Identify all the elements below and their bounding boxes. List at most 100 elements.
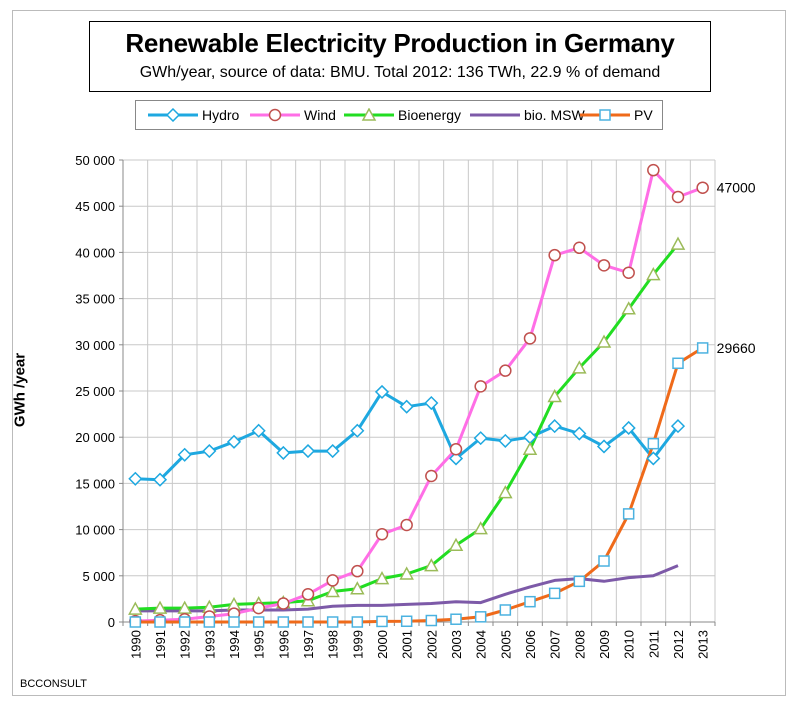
data-point-bioenergy bbox=[670, 236, 686, 250]
data-point-wind bbox=[400, 518, 413, 532]
series-line-bio-msw bbox=[135, 564, 679, 613]
data-point-bioenergy bbox=[522, 441, 538, 455]
x-tick-label: 1995 bbox=[252, 630, 267, 659]
data-point-pv bbox=[376, 615, 388, 628]
data-point-pv bbox=[672, 357, 684, 370]
x-tick-label: 2010 bbox=[622, 630, 637, 659]
data-point-wind bbox=[573, 241, 586, 255]
data-point-wind bbox=[301, 588, 315, 601]
data-point-wind bbox=[252, 601, 265, 615]
data-point-pv bbox=[573, 575, 586, 588]
annotation-pv: 29660 bbox=[717, 340, 756, 356]
data-point-hydro bbox=[226, 434, 242, 449]
data-point-pv bbox=[696, 342, 709, 354]
data-point-hydro bbox=[128, 471, 143, 486]
data-point-bioenergy bbox=[448, 537, 464, 552]
y-tick-label: 5 000 bbox=[82, 569, 115, 584]
x-tick-label: 2004 bbox=[474, 630, 489, 659]
data-point-wind bbox=[351, 564, 364, 578]
data-point-bioenergy bbox=[572, 360, 587, 374]
data-point-pv bbox=[277, 616, 290, 628]
x-tick-label: 2002 bbox=[424, 630, 439, 659]
data-point-wind bbox=[647, 163, 660, 177]
legend-swatch-bioenergy bbox=[344, 108, 394, 121]
data-point-pv bbox=[450, 613, 462, 625]
x-tick-label: 2007 bbox=[548, 630, 563, 659]
legend-swatch-bio-msw bbox=[470, 113, 520, 117]
data-point-bioenergy bbox=[621, 301, 636, 315]
data-point-wind bbox=[474, 380, 487, 393]
data-point-bioenergy bbox=[325, 583, 340, 598]
data-point-pv bbox=[499, 604, 512, 616]
x-tick-label: 1998 bbox=[326, 630, 341, 659]
x-tick-label: 1999 bbox=[350, 630, 365, 659]
data-point-pv bbox=[400, 615, 413, 628]
data-point-bioenergy bbox=[424, 558, 439, 572]
legend-label-hydro: Hydro bbox=[202, 107, 240, 123]
data-point-hydro bbox=[424, 395, 439, 411]
data-point-pv bbox=[351, 616, 364, 628]
x-tick-label: 2000 bbox=[375, 630, 390, 659]
title-box: Renewable Electricity Production in Germ… bbox=[89, 21, 711, 92]
data-point-bioenergy bbox=[152, 600, 168, 614]
data-point-bioenergy bbox=[498, 485, 513, 499]
data-point-wind bbox=[671, 190, 685, 204]
x-tick-label: 1991 bbox=[153, 630, 168, 659]
data-point-pv bbox=[474, 611, 487, 623]
data-point-hydro bbox=[670, 419, 686, 434]
chart-subtitle: GWh/year, source of data: BMU. Total 201… bbox=[139, 64, 661, 81]
legend-label-pv: PV bbox=[634, 107, 653, 123]
x-tick-label: 2003 bbox=[449, 630, 464, 659]
y-tick-label: 40 000 bbox=[75, 245, 115, 260]
legend-swatch-hydro bbox=[148, 108, 198, 122]
data-point-bioenergy bbox=[128, 601, 143, 615]
x-tick-label: 1997 bbox=[301, 630, 316, 659]
data-point-pv bbox=[647, 437, 660, 450]
x-tick-label: 2008 bbox=[572, 630, 587, 659]
chart-title: Renewable Electricity Production in Germ… bbox=[125, 28, 675, 58]
data-point-hydro bbox=[498, 433, 513, 448]
y-tick-label: 35 000 bbox=[75, 292, 115, 307]
data-point-wind bbox=[548, 248, 561, 262]
data-point-pv bbox=[178, 616, 191, 628]
data-point-hydro bbox=[621, 420, 636, 436]
x-tick-label: 1992 bbox=[178, 630, 193, 659]
data-point-pv bbox=[425, 614, 438, 627]
y-tick-label: 0 bbox=[108, 615, 115, 630]
y-tick-label: 15 000 bbox=[75, 476, 115, 491]
annotation-wind: 47000 bbox=[717, 180, 756, 196]
x-tick-label: 2009 bbox=[597, 630, 612, 659]
data-point-pv bbox=[598, 555, 610, 567]
x-tick-label: 2013 bbox=[696, 630, 711, 659]
data-point-wind bbox=[375, 527, 389, 541]
data-point-pv bbox=[154, 616, 166, 628]
x-tick-label: 2006 bbox=[523, 630, 538, 659]
legend-item-bioenergy: Bioenergy bbox=[344, 101, 461, 129]
data-point-wind bbox=[523, 332, 537, 345]
data-point-hydro bbox=[399, 399, 414, 414]
data-point-pv bbox=[326, 616, 339, 628]
legend-label-bioenergy: Bioenergy bbox=[398, 107, 462, 123]
legend-label-wind: Wind bbox=[304, 107, 336, 123]
data-point-hydro bbox=[350, 423, 365, 438]
data-point-wind bbox=[449, 442, 463, 456]
data-point-hydro bbox=[448, 451, 464, 466]
data-point-pv bbox=[228, 616, 240, 628]
legend-swatch-pv bbox=[580, 109, 630, 121]
data-point-pv bbox=[548, 587, 561, 600]
legend-item-hydro: Hydro bbox=[148, 101, 239, 129]
data-point-hydro bbox=[177, 447, 192, 462]
y-tick-label: 50 000 bbox=[75, 153, 115, 168]
legend-item-pv: PV bbox=[580, 101, 653, 129]
data-point-wind bbox=[597, 259, 611, 272]
data-point-wind bbox=[326, 574, 339, 587]
data-point-hydro bbox=[572, 426, 587, 441]
legend-item-wind: Wind bbox=[250, 101, 336, 129]
data-point-hydro bbox=[547, 419, 562, 434]
data-point-hydro bbox=[276, 445, 291, 460]
data-point-pv bbox=[302, 616, 314, 628]
legend: Hydro Wind Bioenergy bio. MSW PV bbox=[135, 100, 663, 130]
data-point-hydro bbox=[325, 443, 340, 459]
data-point-bioenergy bbox=[596, 334, 612, 348]
